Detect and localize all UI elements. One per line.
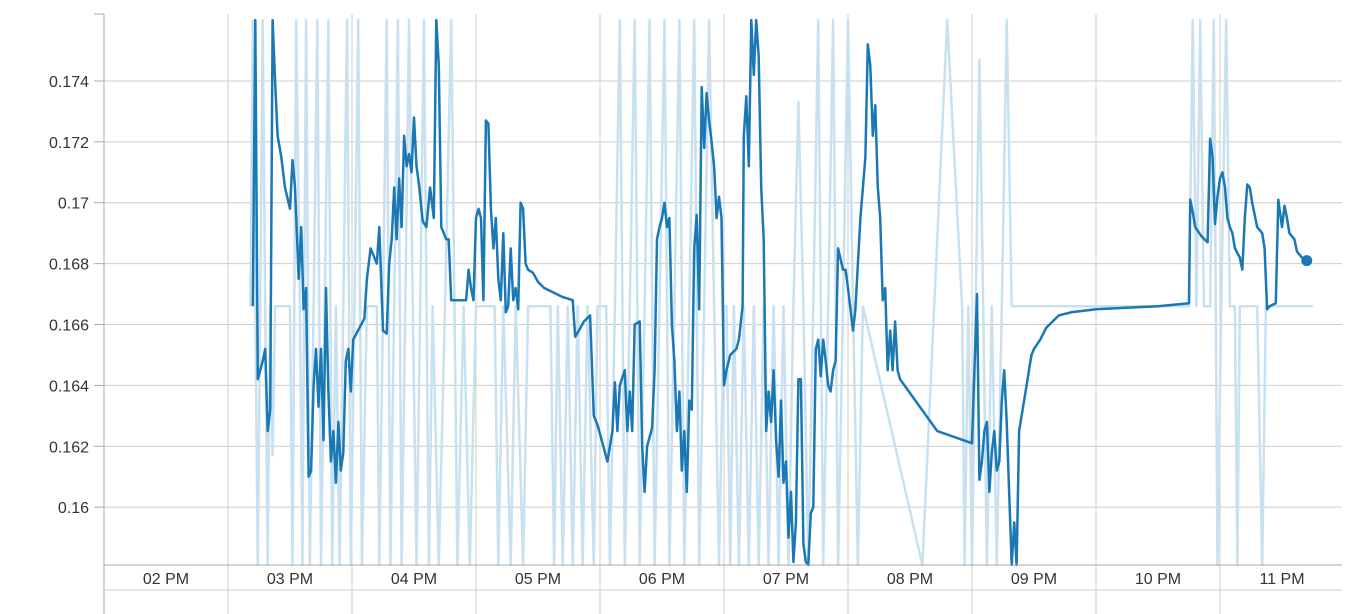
y-tick-label: 0.168 bbox=[49, 257, 89, 274]
x-tick-label: 07 PM bbox=[763, 571, 809, 588]
x-axis-tick-labels: 02 PM 03 PM 04 PM 05 PM 06 PM 07 PM 08 PM 09 PM… bbox=[143, 571, 1305, 588]
y-tick-label: 0.166 bbox=[49, 318, 89, 335]
chart-axes bbox=[94, 13, 1342, 614]
y-tick-label: 0.172 bbox=[49, 135, 89, 152]
smoothed-series-line bbox=[251, 18, 1308, 567]
y-tick-label: 0.174 bbox=[49, 74, 89, 91]
last-point-marker bbox=[1301, 255, 1313, 267]
y-tick-label: 0.16 bbox=[58, 500, 89, 517]
y-axis-tick-labels: 0.16 0.162 0.164 0.166 0.168 0.17 0.172 0.174 bbox=[49, 74, 89, 517]
raw-series bbox=[249, 18, 1313, 567]
x-tick-label: 02 PM bbox=[143, 571, 189, 588]
x-tick-label: 05 PM bbox=[515, 571, 561, 588]
x-tick-label: 08 PM bbox=[887, 571, 933, 588]
y-tick-label: 0.162 bbox=[49, 439, 89, 456]
x-tick-label: 10 PM bbox=[1135, 571, 1181, 588]
x-tick-label: 09 PM bbox=[1011, 571, 1057, 588]
x-tick-label: 06 PM bbox=[639, 571, 685, 588]
y-tick-label: 0.164 bbox=[49, 378, 89, 395]
x-tick-label: 03 PM bbox=[267, 571, 313, 588]
raw-series-line bbox=[249, 18, 1313, 567]
x-tick-label: 04 PM bbox=[391, 571, 437, 588]
smoothed-series bbox=[251, 18, 1313, 567]
y-tick-label: 0.17 bbox=[58, 196, 89, 213]
x-tick-label: 11 PM bbox=[1259, 571, 1304, 588]
